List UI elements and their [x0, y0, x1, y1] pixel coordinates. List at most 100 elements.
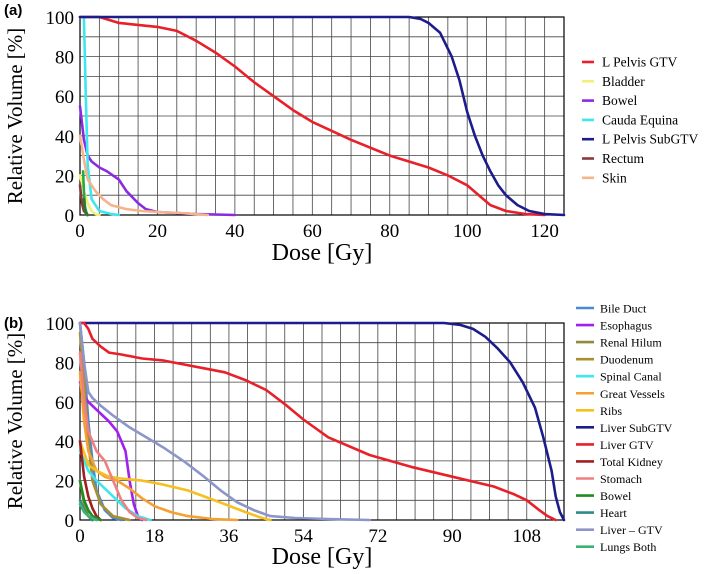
- y-tick-label: 0: [65, 511, 75, 532]
- legend-label: Cauda Equina: [602, 112, 678, 127]
- y-tick-label: 60: [55, 393, 74, 414]
- series-line-esophagus: [78, 380, 144, 522]
- legend-label: Renal Hilum: [600, 336, 662, 350]
- legend-item: Total Kidney: [576, 455, 663, 469]
- series-line-stomach: [78, 351, 148, 522]
- legend-label: Duodenum: [600, 353, 654, 367]
- legend: Bile Duct Esophagus Renal Hilum Duodenum Spi…: [576, 302, 673, 554]
- series-lines: [78, 15, 566, 217]
- panel-label: (a): [4, 2, 22, 19]
- y-tick-label: 100: [46, 314, 75, 335]
- legend-item: Heart: [576, 506, 627, 520]
- series-line-liver-subgtv: [78, 321, 566, 522]
- legend-label: Skin: [602, 170, 627, 185]
- series-line-duodenum: [78, 331, 131, 522]
- x-axis-label: Dose [Gy]: [272, 544, 373, 570]
- legend-label: Lungs Both: [600, 540, 656, 554]
- series-line-total-kidney: [78, 439, 102, 522]
- legend-item: Spinal Canal: [576, 370, 662, 384]
- y-tick-label: 40: [55, 127, 74, 148]
- x-tick-label: 80: [380, 221, 399, 242]
- legend-label: Bladder: [602, 74, 645, 89]
- legend-item: Cauda Equina: [582, 112, 678, 127]
- y-axis-label: Relative Volume [%]: [3, 28, 27, 205]
- series-line-skin: [78, 134, 210, 217]
- y-tick-label: 0: [65, 206, 75, 227]
- series-line-unlabeled: [82, 197, 89, 217]
- legend-label: Bowel: [602, 93, 637, 108]
- legend-label: Rectum: [602, 151, 644, 166]
- series-line-l-pelvis-gtv: [78, 15, 546, 217]
- legend-item: Esophagus: [576, 319, 652, 333]
- legend-label: Great Vessels: [600, 387, 665, 401]
- chart-panel-a: (a) 0 20 40 60 80 100 0 20 40 60 80 100 120 Relative V…: [3, 2, 699, 266]
- series-line-great-vessels: [78, 371, 239, 522]
- legend-label: Liver GTV: [600, 438, 654, 452]
- legend-item: Liver SubGTV: [576, 421, 673, 435]
- x-tick-label: 54: [294, 526, 314, 547]
- legend-label: Heart: [600, 506, 627, 520]
- legend-item: Duodenum: [576, 353, 654, 367]
- chart-panel-b: (b) 0 20 40 60 80 100 0 18 36 54 72 90 108 Relative Vo…: [3, 302, 673, 571]
- x-tick-label: 72: [368, 526, 387, 547]
- legend-item: Lungs Both: [576, 540, 656, 554]
- legend-label: Ribs: [600, 404, 622, 418]
- series-line-lungs-both: [78, 502, 98, 522]
- series-line-ribs: [78, 439, 272, 522]
- legend-item: Rectum: [582, 151, 644, 166]
- legend-label: Liver – GTV: [600, 523, 663, 537]
- y-tick-label: 20: [55, 472, 74, 493]
- x-tick-label: 20: [148, 221, 167, 242]
- legend-label: L Pelvis SubGTV: [602, 132, 699, 147]
- legend-item: Great Vessels: [576, 387, 665, 401]
- series-line-bowel: [78, 479, 102, 522]
- series-line-liver-gtv: [78, 321, 371, 522]
- grid: [79, 322, 565, 521]
- legend-item: Liver GTV: [576, 438, 654, 452]
- x-tick-label: 90: [443, 526, 462, 547]
- y-tick-label: 40: [55, 432, 74, 453]
- series-line-spinal-canal: [78, 449, 152, 522]
- legend-item: Bowel: [576, 489, 632, 503]
- legend-label: L Pelvis GTV: [602, 55, 677, 70]
- legend-label: Bile Duct: [600, 302, 647, 316]
- x-tick-label: 0: [75, 526, 85, 547]
- y-tick-label: 80: [55, 353, 74, 374]
- legend-item: Ribs: [576, 404, 622, 418]
- series-line-l-pelvis-subgtv: [78, 15, 566, 217]
- x-tick-label: 108: [513, 526, 542, 547]
- legend-item: Bowel: [582, 93, 637, 108]
- x-tick-label: 100: [453, 221, 482, 242]
- legend-item: Renal Hilum: [576, 336, 662, 350]
- x-tick-label: 36: [219, 526, 238, 547]
- panel-label: (b): [4, 315, 23, 332]
- legend: L Pelvis GTV Bladder Bowel Cauda Equina L Pe…: [582, 55, 699, 185]
- x-tick-label: 40: [225, 221, 244, 242]
- grid: [79, 16, 565, 216]
- legend-label: Stomach: [600, 472, 642, 486]
- legend-item: Bile Duct: [576, 302, 647, 316]
- y-axis-label: Relative Volume [%]: [3, 333, 27, 510]
- legend-label: Total Kidney: [600, 455, 663, 469]
- series-line-liver-gtv: [78, 321, 557, 522]
- legend-item: Stomach: [576, 472, 642, 486]
- y-tick-label: 20: [55, 166, 74, 187]
- y-tick-label: 100: [46, 8, 75, 29]
- legend-label: Liver SubGTV: [600, 421, 673, 435]
- legend-item: L Pelvis SubGTV: [582, 132, 699, 147]
- legend-item: Liver – GTV: [576, 523, 663, 537]
- x-tick-label: 18: [145, 526, 164, 547]
- y-tick-label: 80: [55, 48, 74, 69]
- series-lines: [78, 321, 566, 522]
- y-tick-label: 60: [55, 87, 74, 108]
- legend-item: L Pelvis GTV: [582, 55, 677, 70]
- x-axis-label: Dose [Gy]: [272, 240, 373, 266]
- legend-label: Esophagus: [600, 319, 652, 333]
- legend-label: Spinal Canal: [600, 370, 662, 384]
- x-tick-label: 0: [75, 221, 85, 242]
- x-tick-label: 120: [530, 221, 559, 242]
- legend-item: Skin: [582, 170, 627, 185]
- legend-label: Bowel: [600, 489, 632, 503]
- legend-item: Bladder: [582, 74, 645, 89]
